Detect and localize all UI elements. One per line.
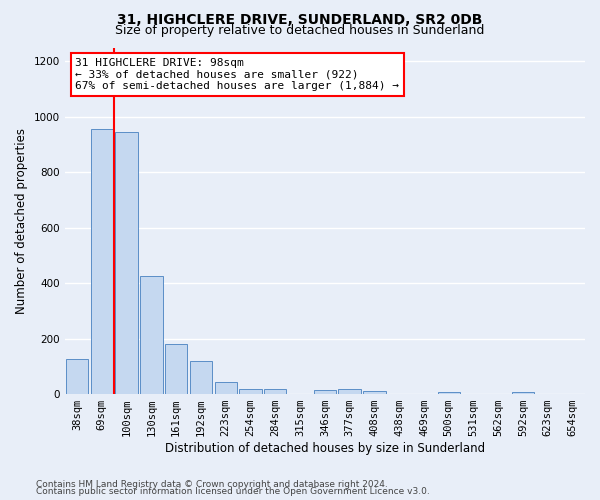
Text: Contains public sector information licensed under the Open Government Licence v3: Contains public sector information licen… xyxy=(36,487,430,496)
Bar xyxy=(338,389,361,394)
Y-axis label: Number of detached properties: Number of detached properties xyxy=(15,128,28,314)
Text: 31 HIGHCLERE DRIVE: 98sqm
← 33% of detached houses are smaller (922)
67% of semi: 31 HIGHCLERE DRIVE: 98sqm ← 33% of detac… xyxy=(75,58,399,91)
Text: 31, HIGHCLERE DRIVE, SUNDERLAND, SR2 0DB: 31, HIGHCLERE DRIVE, SUNDERLAND, SR2 0DB xyxy=(118,12,482,26)
Bar xyxy=(140,276,163,394)
Bar xyxy=(437,392,460,394)
Text: Size of property relative to detached houses in Sunderland: Size of property relative to detached ho… xyxy=(115,24,485,37)
Bar xyxy=(91,130,113,394)
Bar xyxy=(314,390,336,394)
X-axis label: Distribution of detached houses by size in Sunderland: Distribution of detached houses by size … xyxy=(165,442,485,455)
Bar xyxy=(115,132,138,394)
Text: Contains HM Land Registry data © Crown copyright and database right 2024.: Contains HM Land Registry data © Crown c… xyxy=(36,480,388,489)
Bar xyxy=(190,361,212,394)
Bar xyxy=(512,392,534,394)
Bar xyxy=(215,382,237,394)
Bar xyxy=(239,388,262,394)
Bar xyxy=(165,344,187,394)
Bar xyxy=(66,360,88,394)
Bar xyxy=(264,388,286,394)
Bar xyxy=(363,392,386,394)
